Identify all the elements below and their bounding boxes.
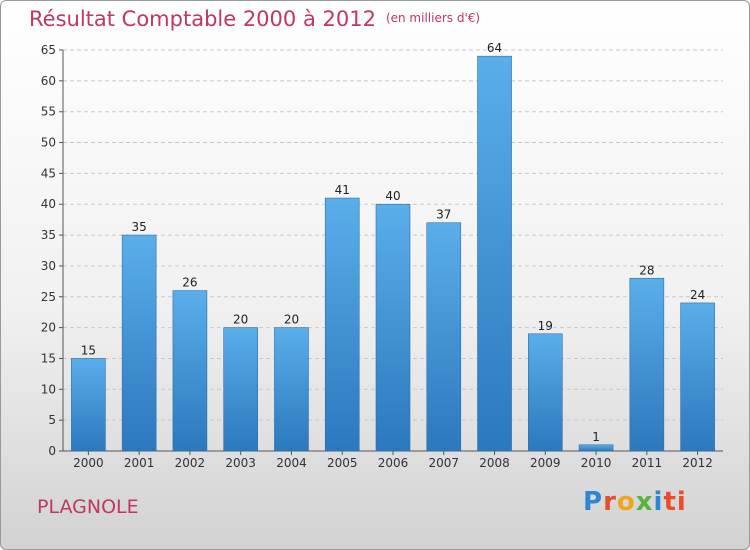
x-tick-label: 2012 — [682, 456, 713, 470]
data-label: 1 — [592, 430, 600, 444]
data-label: 40 — [385, 189, 400, 203]
y-tick-label: 0 — [48, 444, 56, 458]
unit-note: (en milliers d'€) — [385, 11, 481, 25]
data-label: 41 — [335, 183, 350, 197]
y-tick-label: 65 — [41, 43, 56, 57]
data-label: 19 — [538, 319, 553, 333]
y-tick-label: 30 — [41, 259, 56, 273]
x-tick-label: 2011 — [632, 456, 663, 470]
chart-title-text: Résultat Comptable 2000 à 2012 — [29, 7, 376, 31]
x-tick-label: 2000 — [73, 456, 104, 470]
bar — [375, 203, 411, 452]
data-label: 20 — [233, 313, 248, 327]
data-label: 35 — [132, 220, 147, 234]
bar — [680, 302, 715, 452]
y-tick-label: 10 — [41, 382, 56, 396]
data-label: 28 — [639, 263, 654, 277]
logo-letter: x — [635, 487, 654, 517]
y-tick-label: 25 — [41, 290, 56, 304]
x-tick-label: 2003 — [225, 456, 256, 470]
x-tick-label: 2002 — [175, 456, 206, 470]
y-tick-label: 60 — [41, 74, 56, 88]
y-tick-label: 40 — [41, 197, 56, 211]
bar — [578, 444, 614, 452]
bar — [629, 277, 665, 452]
bar-layer: 15 35 26 20 20 41 40 37 64 19 1 28 24 — [71, 41, 715, 452]
x-tick-label: 2009 — [530, 456, 561, 470]
y-tick-label: 5 — [48, 413, 56, 427]
data-label: 24 — [690, 288, 705, 302]
bar — [324, 197, 360, 452]
data-label: 15 — [81, 343, 96, 357]
data-label: 20 — [284, 313, 299, 327]
x-tick-label: 2006 — [378, 456, 409, 470]
x-tick-label: 2008 — [479, 456, 510, 470]
bar — [172, 290, 208, 452]
bar — [121, 234, 157, 452]
location-name: PLAGNOLE — [37, 496, 139, 518]
y-tick-label: 35 — [41, 228, 56, 242]
bar — [274, 327, 309, 452]
x-tick-label: 2005 — [327, 456, 358, 470]
chart-title: Résultat Comptable 2000 à 2012 (en millie… — [29, 7, 480, 31]
x-tick-label: 2007 — [428, 456, 459, 470]
proxiti-logo: Proxiti — [583, 487, 687, 517]
y-tick-label: 20 — [41, 321, 56, 335]
y-tick-label: 45 — [41, 166, 56, 180]
bar — [71, 358, 106, 452]
logo-letter: r — [603, 487, 617, 517]
logo-letter: i — [653, 487, 664, 517]
logo-letter: P — [583, 487, 604, 517]
y-tick-label: 50 — [41, 136, 56, 150]
logo-letter: o — [616, 487, 636, 517]
y-tick-label: 15 — [41, 351, 56, 365]
data-label: 37 — [436, 208, 451, 222]
y-tick-label: 55 — [41, 105, 56, 119]
bar — [426, 222, 462, 452]
logo-letter: ti — [663, 487, 687, 517]
bar — [223, 327, 258, 452]
bar — [528, 333, 563, 452]
data-label: 64 — [487, 41, 502, 55]
bar — [477, 55, 512, 452]
x-tick-label: 2001 — [124, 456, 155, 470]
x-tick-label: 2004 — [276, 456, 307, 470]
data-label: 26 — [182, 276, 197, 290]
x-tick-label: 2010 — [581, 456, 612, 470]
